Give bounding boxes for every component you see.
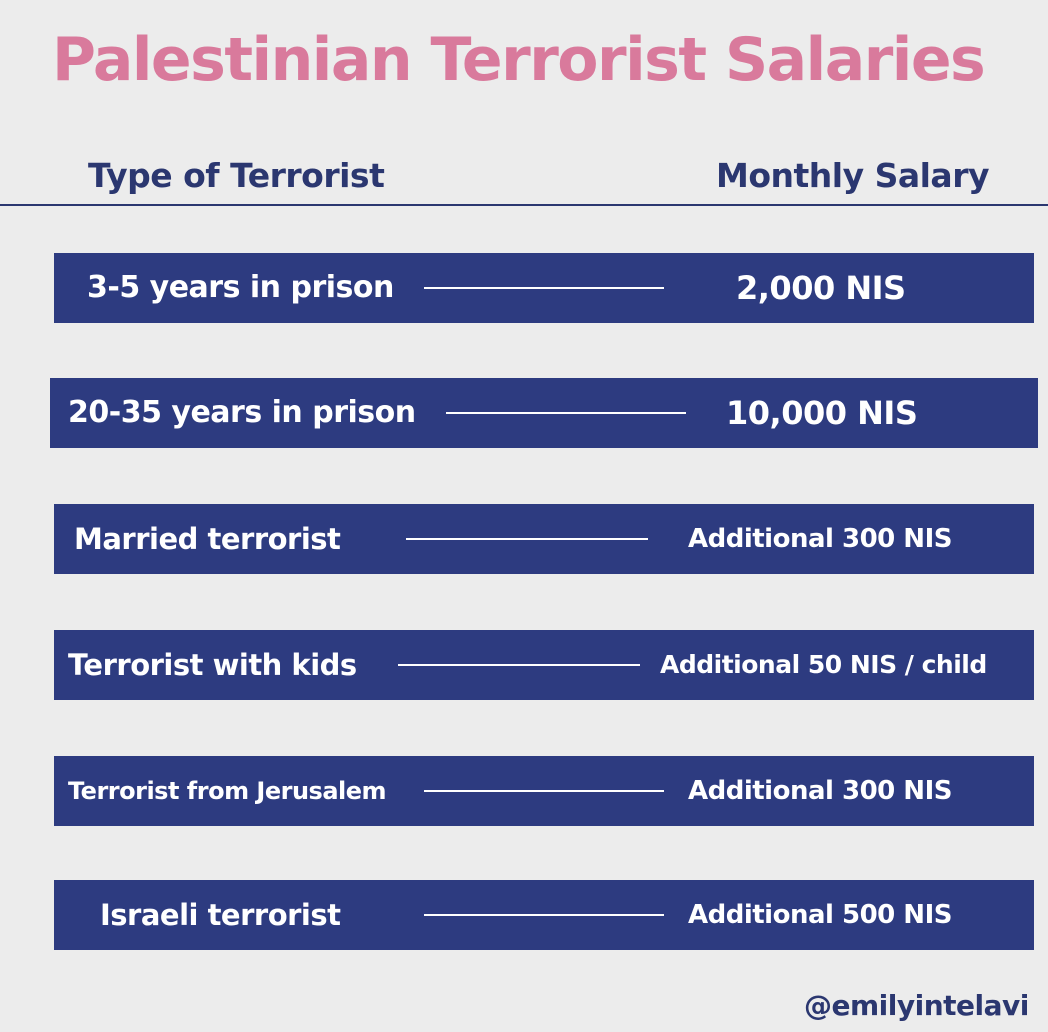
table-row: Israeli terrorist Additional 500 NIS	[54, 880, 1034, 950]
header-divider	[0, 204, 1048, 206]
author-handle: @emilyintelavi	[804, 989, 1029, 1022]
row-salary-value: 10,000 NIS	[726, 394, 918, 432]
row-type-label: Married terrorist	[74, 522, 341, 556]
row-salary-value: Additional 500 NIS	[688, 900, 952, 930]
row-type-label: 3-5 years in prison	[87, 270, 394, 305]
table-row: 20-35 years in prison 10,000 NIS	[50, 378, 1038, 448]
row-connector-line	[406, 538, 648, 540]
column-header-type: Type of Terrorist	[88, 156, 385, 195]
row-connector-line	[398, 664, 640, 666]
row-salary-value: Additional 300 NIS	[688, 524, 952, 554]
row-salary-value: Additional 50 NIS / child	[660, 650, 987, 679]
row-type-label: 20-35 years in prison	[68, 395, 416, 430]
row-salary-value: 2,000 NIS	[736, 269, 906, 307]
row-type-label: Terrorist from Jerusalem	[68, 777, 387, 805]
table-row: Terrorist from Jerusalem Additional 300 …	[54, 756, 1034, 826]
table-row: 3-5 years in prison 2,000 NIS	[54, 253, 1034, 323]
row-type-label: Israeli terrorist	[100, 898, 341, 932]
row-connector-line	[424, 790, 664, 792]
row-type-label: Terrorist with kids	[68, 648, 357, 682]
row-connector-line	[424, 287, 664, 289]
table-row: Married terrorist Additional 300 NIS	[54, 504, 1034, 574]
table-row: Terrorist with kids Additional 50 NIS / …	[54, 630, 1034, 700]
column-header-salary: Monthly Salary	[716, 156, 989, 195]
row-connector-line	[424, 914, 664, 916]
row-connector-line	[446, 412, 686, 414]
page-title: Palestinian Terrorist Salaries	[52, 25, 986, 95]
row-salary-value: Additional 300 NIS	[688, 776, 952, 806]
